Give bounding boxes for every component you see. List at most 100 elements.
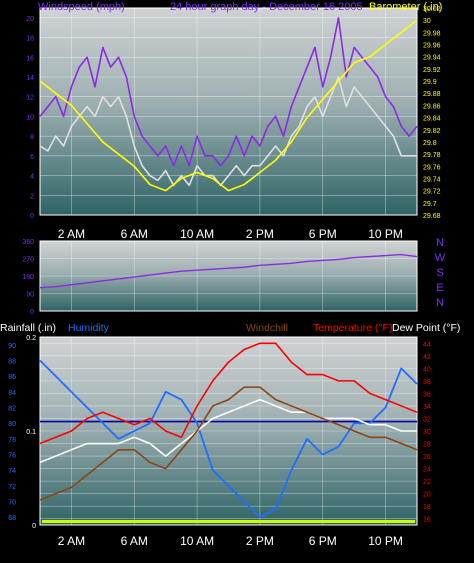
time-label-bottom-6-pm: 6 PM (309, 534, 337, 548)
baro-tick-29-92: 29.92 (423, 67, 441, 74)
legend-humidity: Humidity (68, 322, 110, 334)
humidity-tick-74: 74 (8, 468, 16, 475)
baro-tick-29-7: 29.7 (423, 201, 437, 208)
temp-tick-16: 16 (423, 517, 431, 524)
legend-rainfall-in: Rainfall (.in) (0, 322, 56, 334)
time-label-bottom-10-pm: 10 PM (368, 534, 403, 548)
baro-tick-29-94: 29.94 (423, 55, 441, 62)
temp-tick-44: 44 (423, 341, 431, 348)
baro-tick-29-82: 29.82 (423, 128, 441, 135)
legend-windchill: Windchill (246, 322, 288, 334)
series-dew-point (39, 398, 417, 464)
baro-tick-30: 30 (423, 18, 431, 25)
series-humidity (39, 359, 418, 519)
temp-tick-38: 38 (423, 379, 431, 386)
temp-tick-34: 34 (423, 404, 431, 411)
temp-tick-40: 40 (423, 366, 431, 373)
series-temperature (39, 342, 418, 445)
time-label-top-6-am: 6 AM (121, 227, 148, 241)
rain-tick-0-1: 0.1 (26, 429, 36, 436)
temp-tick-42: 42 (423, 354, 431, 361)
compass-label-1: W (435, 252, 446, 264)
humidity-tick-78: 78 (8, 437, 16, 444)
rain-tick-0: 0 (32, 523, 36, 530)
legend-temperature-f: Temperature (°F) (313, 322, 392, 334)
legend-dew-point-f: Dew Point (°F) (392, 322, 460, 334)
baro-tick-29-98: 29.98 (423, 30, 441, 37)
baro-tick-29-96: 29.96 (423, 43, 441, 50)
wind-tick-10: 10 (26, 114, 34, 121)
rainfall-bar (42, 520, 415, 523)
compass-label-3: E (436, 282, 443, 294)
temp-tick-36: 36 (423, 391, 431, 398)
baro-tick-30-02: 30.02 (423, 6, 441, 13)
wind-tick-12: 12 (26, 95, 34, 102)
wind-tick-4: 4 (30, 174, 34, 181)
temp-tick-32: 32 (423, 416, 431, 423)
temp-tick-22: 22 (423, 479, 431, 486)
plot-area-1 (39, 7, 418, 216)
series-barometer (39, 19, 418, 192)
wind-tick-2: 2 (30, 193, 34, 200)
humidity-tick-70: 70 (8, 500, 16, 507)
wind-tick-16: 16 (26, 55, 34, 62)
wind-tick-6: 6 (30, 154, 34, 161)
wind-axis-title: Windspeed (mph) (38, 1, 125, 13)
humidity-tick-76: 76 (8, 453, 16, 460)
temp-tick-30: 30 (423, 429, 431, 436)
humidity-tick-84: 84 (8, 390, 16, 397)
baro-tick-29-72: 29.72 (423, 189, 441, 196)
time-label-bottom-2-am: 2 AM (58, 534, 85, 548)
humidity-tick-72: 72 (8, 484, 16, 491)
time-label-top-2-am: 2 AM (58, 227, 85, 241)
baro-tick-29-68: 29.68 (423, 213, 441, 220)
direction-tick-360: 360 (22, 239, 34, 246)
time-label-top-2-pm: 2 PM (246, 227, 274, 241)
compass-label-2: S (436, 267, 443, 279)
graph-title: 24 hour graph day - December 16 2005 (170, 1, 363, 13)
baro-tick-29-8: 29.8 (423, 140, 437, 147)
temp-tick-20: 20 (423, 492, 431, 499)
baro-tick-29-74: 29.74 (423, 176, 441, 183)
baro-tick-29-9: 29.9 (423, 79, 437, 86)
baro-tick-29-78: 29.78 (423, 152, 441, 159)
series-windchill (39, 386, 418, 501)
wind-tick-20: 20 (26, 16, 34, 23)
rain-tick-0-2: 0.2 (26, 335, 36, 342)
wind-tick-8: 8 (30, 134, 34, 141)
direction-tick-90: 90 (26, 292, 34, 299)
baro-tick-29-84: 29.84 (423, 116, 441, 123)
baro-tick-29-86: 29.86 (423, 103, 441, 110)
humidity-tick-80: 80 (8, 421, 16, 428)
barometer-axis-title: Barometer (.in) (369, 1, 443, 13)
temp-tick-18: 18 (423, 504, 431, 511)
compass-label-4: N (436, 297, 444, 309)
humidity-tick-90: 90 (8, 343, 16, 350)
humidity-tick-68: 68 (8, 515, 16, 522)
time-label-top-10-am: 10 AM (180, 227, 214, 241)
series-wind-average (39, 76, 417, 187)
humidity-tick-88: 88 (8, 359, 16, 366)
baro-tick-29-76: 29.76 (423, 164, 441, 171)
time-label-top-10-pm: 10 PM (368, 227, 403, 241)
baro-tick-29-88: 29.88 (423, 91, 441, 98)
series-wind-gust (39, 17, 418, 167)
wind-tick-18: 18 (26, 36, 34, 43)
temp-tick-28: 28 (423, 442, 431, 449)
temp-tick-24: 24 (423, 467, 431, 474)
humidity-tick-86: 86 (8, 374, 16, 381)
series-wind-direction (39, 253, 418, 289)
direction-tick-0: 0 (30, 309, 34, 316)
compass-label-0: N (436, 237, 444, 249)
wind-tick-14: 14 (26, 75, 34, 82)
direction-tick-180: 180 (22, 274, 34, 281)
time-label-bottom-6-am: 6 AM (121, 534, 148, 548)
time-label-bottom-10-am: 10 AM (180, 534, 214, 548)
temp-tick-26: 26 (423, 454, 431, 461)
direction-tick-270: 270 (22, 257, 34, 264)
humidity-tick-82: 82 (8, 406, 16, 413)
time-label-bottom-2-pm: 2 PM (246, 534, 274, 548)
wind-tick-0: 0 (30, 213, 34, 220)
time-label-top-6-pm: 6 PM (309, 227, 337, 241)
